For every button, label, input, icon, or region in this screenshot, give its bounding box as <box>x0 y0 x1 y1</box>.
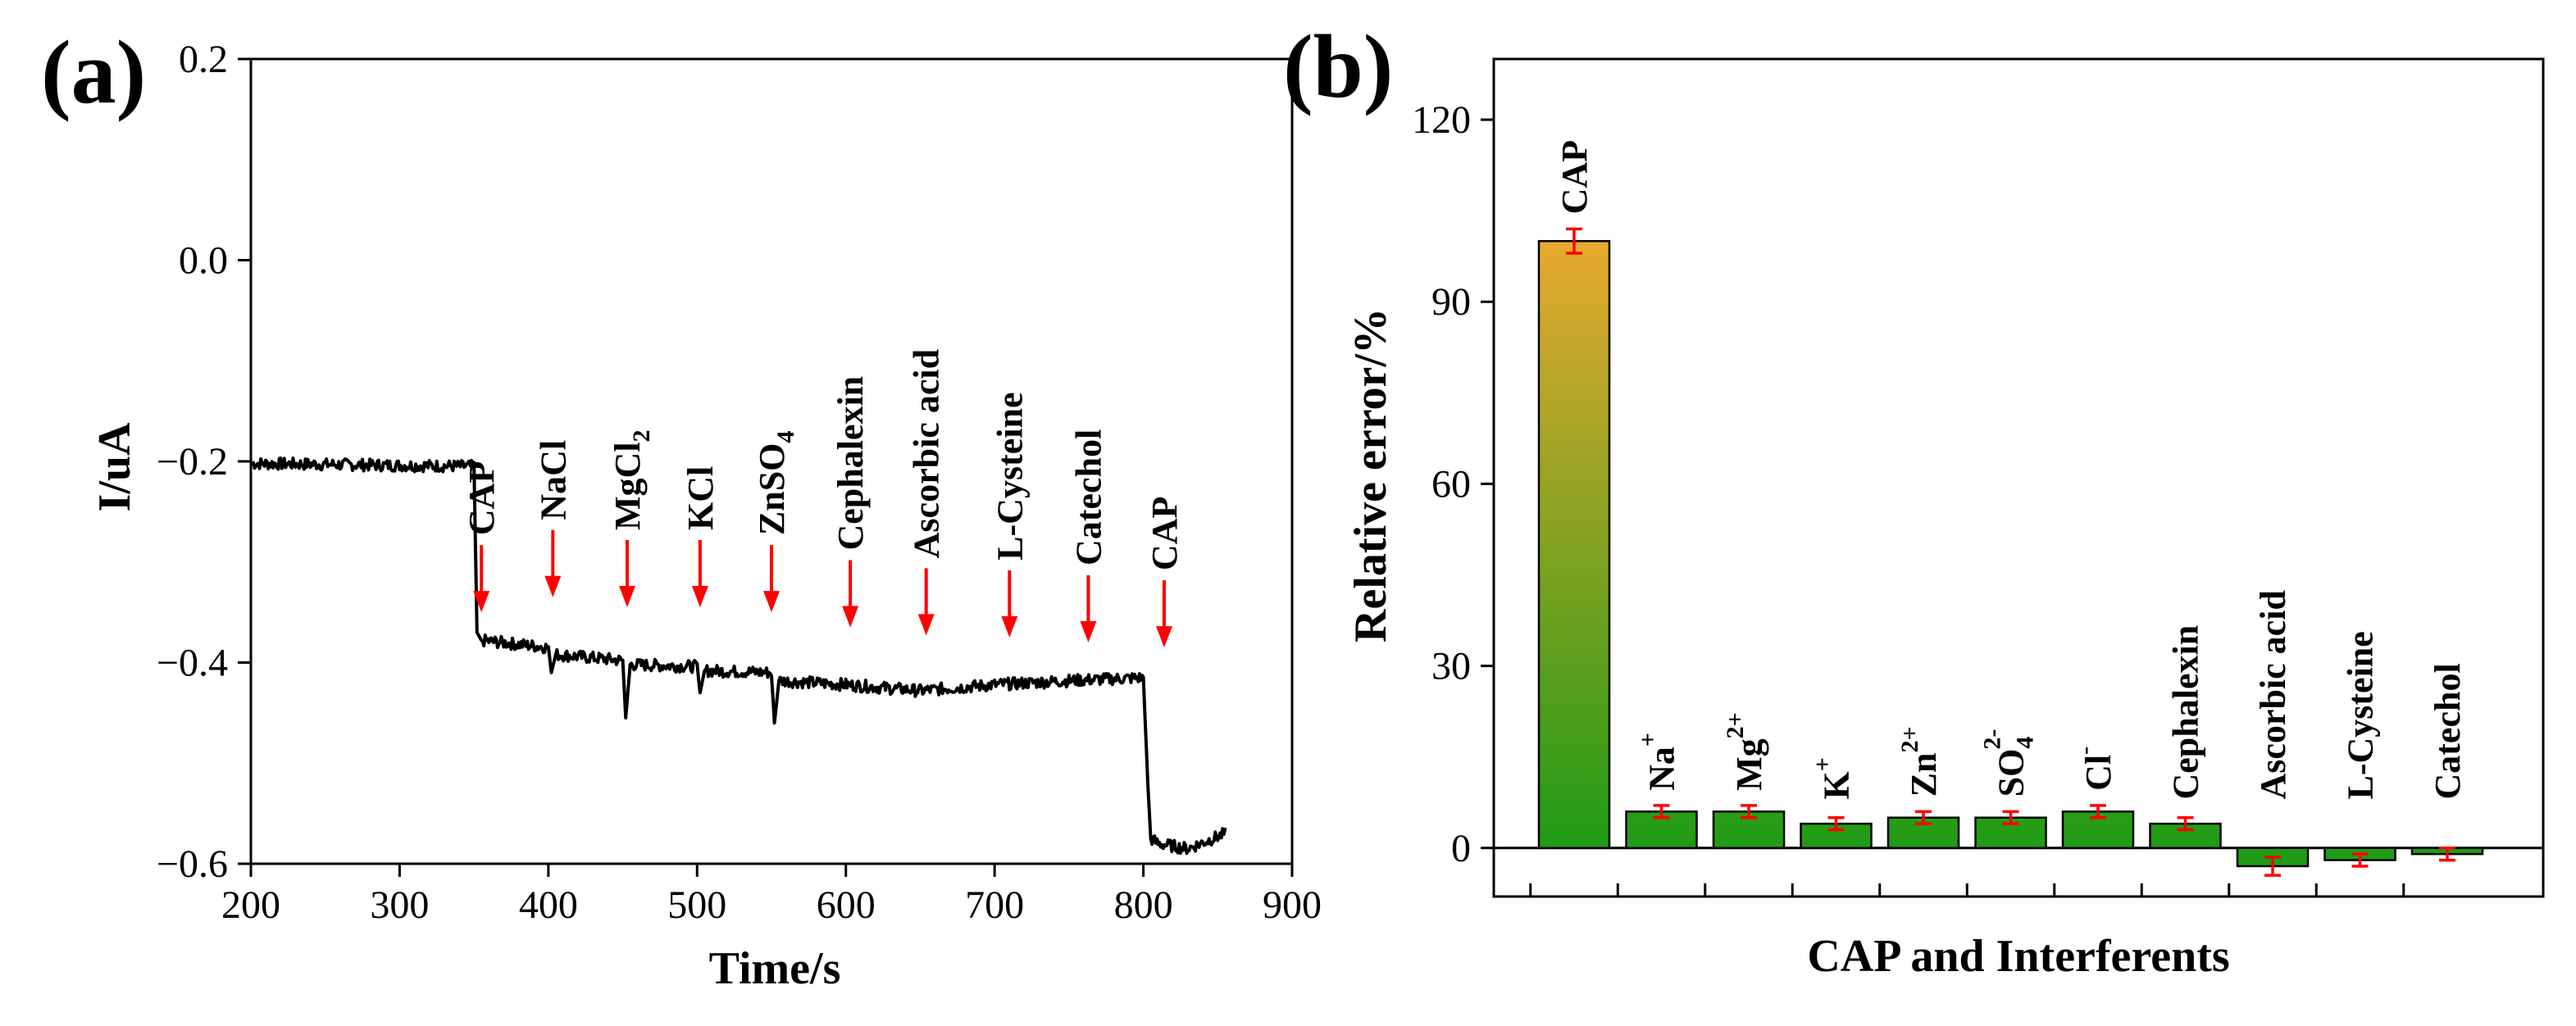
bar-category-label: Mg2+ <box>1722 712 1769 791</box>
panel-a-annotation-label: NaCl <box>533 440 573 520</box>
panel-b-y-tick-label: 0 <box>1451 827 1471 870</box>
panel-a-x-tick-label: 500 <box>667 883 726 927</box>
panel-a-annotation-label: Ascorbic acid <box>907 349 947 558</box>
panel-a-annotation-label: CAP <box>1145 497 1185 570</box>
panel-a-annotation-label: MgCl2 <box>608 429 655 530</box>
red-arrow-head-icon <box>1080 620 1097 642</box>
panel-b-y-tick-label: 90 <box>1431 280 1471 324</box>
panel-a-annotation: KCl <box>680 466 721 607</box>
error-bar <box>1566 227 1582 255</box>
bar-category-label: CAP <box>1554 140 1595 214</box>
error-bar <box>2264 856 2281 877</box>
error-bar <box>1741 804 1757 819</box>
panel-a-current-trace <box>250 456 1227 856</box>
panel-b-x-axis-title: CAP and Interferents <box>1807 931 2229 982</box>
bar-category-label: Ascorbic acid <box>2253 590 2293 799</box>
panel-b-x-ticks <box>1529 883 2405 897</box>
panel-a-annotation-label: Catechol <box>1068 429 1108 565</box>
bar-category-label: Cl- <box>2071 747 2119 791</box>
error-bar <box>1827 815 1845 832</box>
error-bar <box>2090 804 2106 819</box>
error-bar <box>2439 847 2455 862</box>
panel-a-annotation-label: KCl <box>680 466 721 530</box>
panel-a-annotation: CAP <box>1145 497 1185 648</box>
red-arrow-head-icon <box>917 614 935 636</box>
panel-a-y-tick-label: −0.6 <box>157 842 228 886</box>
panel-a-x-tick-label: 800 <box>1114 883 1173 927</box>
bar-category-label: Cephalexin <box>2166 625 2206 800</box>
bar-category-label: L-Cysteine <box>2341 631 2381 799</box>
panel-a-x-tick-label: 600 <box>817 883 876 927</box>
bar-category-label: Zn2+ <box>1896 726 1944 797</box>
panel-a-x-tick-label: 400 <box>519 883 578 927</box>
panel-a-y-tick-label: 0.0 <box>179 239 228 283</box>
red-arrow-head-icon <box>842 606 859 628</box>
bar <box>1537 239 1611 850</box>
panel-a-y-ticks: 0.2 0.0 −0.2 −0.4 −0.6 <box>157 38 251 886</box>
red-arrow-head-icon <box>473 591 490 613</box>
panel-b-plot-frame <box>1492 57 2545 898</box>
red-arrow-head-icon <box>763 591 780 613</box>
panel-b-y-tick-label: 30 <box>1431 645 1471 688</box>
panel-a-x-ticks: 200 300 400 500 600 700 800 900 <box>221 864 1322 927</box>
panel-a-annotations: CAP NaCl MgCl2 KCl ZnSO4 Cephalexin Ascorbic a… <box>462 349 1185 648</box>
panel-b-y-tick-label: 120 <box>1412 98 1471 142</box>
panel-b-y-ticks: 0 30 60 90 120 <box>1412 98 1494 870</box>
panel-b-label: (b) <box>1283 16 1393 116</box>
bar-category-label: Na+ <box>1635 733 1682 791</box>
bar-category-label: Catechol <box>2428 663 2468 799</box>
panel-a-annotation: ZnSO4 <box>752 431 799 613</box>
panel-a-y-tick-label: 0.2 <box>179 38 228 81</box>
panel-a-annotation: CAP <box>462 461 502 613</box>
red-arrow-head-icon <box>691 585 708 607</box>
panel-a-annotation: NaCl <box>533 440 573 597</box>
red-arrow-head-icon <box>1155 626 1172 648</box>
panel-a-annotation-label: CAP <box>462 461 502 535</box>
panel-a-annotation-label: Cephalexin <box>831 376 871 551</box>
error-bar <box>1653 804 1670 819</box>
panel-a-annotation-label: L-Cysteine <box>990 393 1030 561</box>
panel-a-annotation: Ascorbic acid <box>907 349 947 636</box>
panel-a-annotation: Cephalexin <box>831 376 871 628</box>
panel-a-x-tick-label: 900 <box>1263 883 1322 927</box>
error-bar <box>2177 815 2194 832</box>
red-arrow-head-icon <box>1001 615 1018 638</box>
panel-a-x-tick-label: 300 <box>370 883 429 927</box>
panel-b-y-axis-title: Relative error/% <box>1345 308 1396 642</box>
panel-a-y-tick-label: −0.2 <box>157 440 228 483</box>
error-bar <box>2002 810 2019 825</box>
panel-a-annotation-label: ZnSO4 <box>752 431 799 536</box>
panel-a-x-tick-label: 200 <box>221 883 280 927</box>
panel-a-y-axis-title: I/uA <box>89 422 140 511</box>
bar-category-label: SO42- <box>1979 729 2039 797</box>
panel-a-y-tick-label: −0.4 <box>157 642 228 685</box>
error-bar <box>2351 852 2369 868</box>
red-arrow-head-icon <box>544 575 562 597</box>
error-bar <box>1915 810 1932 825</box>
panel-a-x-tick-label: 700 <box>965 883 1024 927</box>
chart-panel-a: (a) 200 300 400 500 600 700 800 900 0.2 0.0 −0.2 −… <box>41 22 1322 994</box>
panel-b-y-tick-label: 60 <box>1431 462 1471 506</box>
red-arrow-head-icon <box>619 585 636 607</box>
bar-category-label: K+ <box>1809 757 1857 799</box>
panel-a-label: (a) <box>41 22 146 122</box>
panel-b-bars: CAP Na+ Mg2+ K+ Zn2+ SO42- Cl- Cephalexin Ascorb… <box>1537 140 2484 877</box>
panel-a-annotation: Catechol <box>1068 429 1108 642</box>
panel-a-annotation: MgCl2 <box>608 429 655 607</box>
panel-a-annotation: L-Cysteine <box>990 393 1030 638</box>
panel-a-x-axis-title: Time/s <box>709 943 841 994</box>
